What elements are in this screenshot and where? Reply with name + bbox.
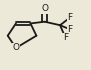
Text: O: O — [41, 4, 48, 13]
Text: F: F — [63, 33, 68, 42]
Text: F: F — [68, 25, 73, 34]
Text: F: F — [68, 13, 73, 22]
Text: O: O — [12, 43, 19, 52]
